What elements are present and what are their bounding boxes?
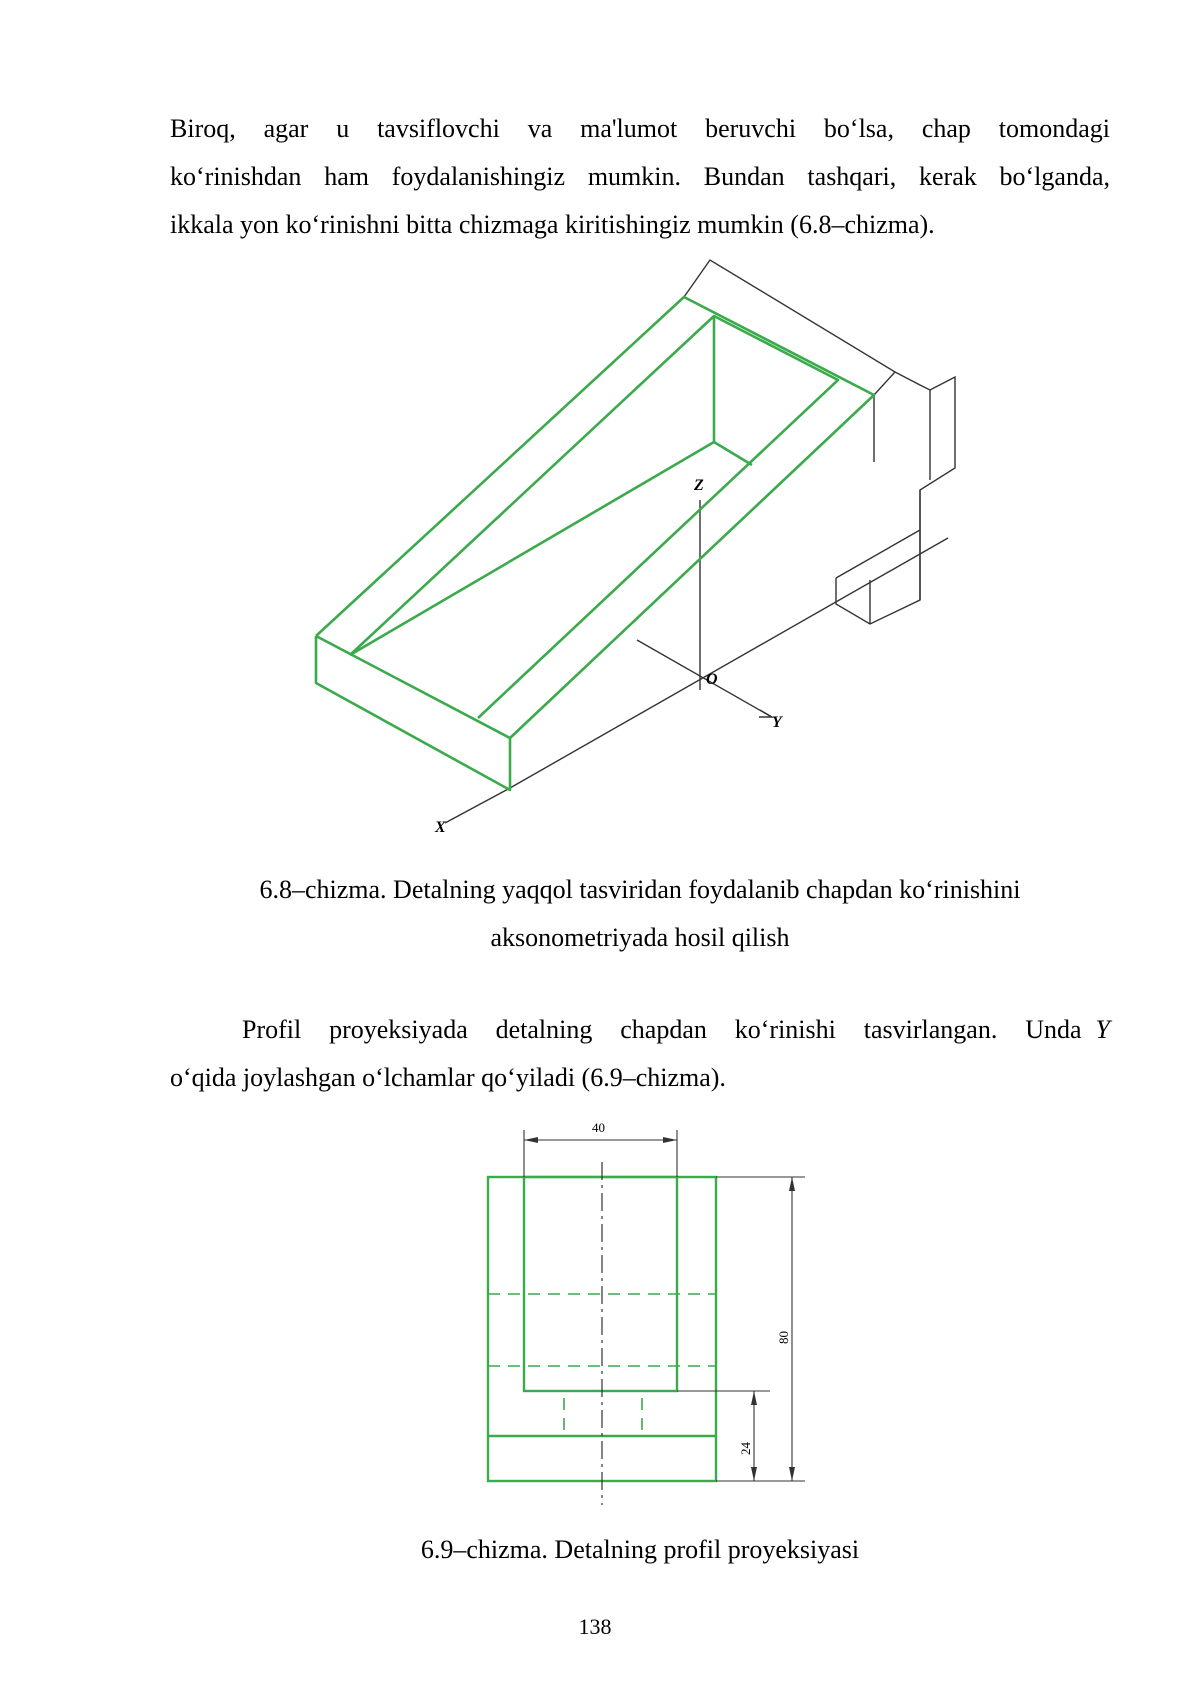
paragraph-2-line-2: o‘qida joylashgan o‘lchamlar qo‘yiladi (… [170, 1063, 726, 1092]
paragraph-1-line-2: ko‘rinishdan ham foydalanishingiz mumkin… [170, 162, 1110, 191]
paragraph-2-line-1-text: Profil proyeksiyada detalning chapdan ko… [242, 1015, 1082, 1044]
paragraph-1-line-1: Biroq, agar u tavsiflovchi va ma'lumot b… [170, 114, 1110, 143]
paragraph-2: Profil proyeksiyada detalning chapdan ko… [170, 1006, 1110, 1102]
dimension-24: 24 [738, 1442, 753, 1456]
dimension-lines [523, 1130, 805, 1482]
figure-6-8-caption-line-2: aksonometriyada hosil qilish [490, 923, 790, 952]
axis-label-y: Y [772, 714, 783, 731]
dimension-arrows [524, 1137, 795, 1481]
paragraph-1-line-3: ikkala yon ko‘rinishni bitta chizmaga ki… [170, 210, 935, 239]
axis-labels: Z O Y X [434, 477, 783, 836]
axis-label-x: X [434, 819, 446, 836]
paragraph-2-italic-y: Y [1095, 1015, 1110, 1044]
paragraph-1: Biroq, agar u tavsiflovchi va ma'lumot b… [170, 105, 1110, 249]
dimension-80: 80 [776, 1331, 791, 1344]
hidden-lines [488, 1293, 716, 1436]
figure-6-8-axonometric-drawing: Z O Y X [314, 259, 956, 836]
part-outline [444, 259, 956, 824]
paragraph-2-line-1: Profil proyeksiyada detalning chapdan ko… [170, 1006, 1110, 1054]
axis-label-z: Z [693, 477, 704, 494]
figure-6-9-caption: 6.9–chizma. Detalning profil proyeksiyas… [420, 1535, 860, 1564]
part-highlighted-edges [314, 295, 876, 792]
figure-6-8-caption-line-1: 6.8–chizma. Detalning yaqqol tasviridan … [259, 875, 1021, 904]
figure-6-8-caption: 6.8–chizma. Detalning yaqqol tasviridan … [170, 866, 1110, 962]
page-number: 138 [578, 1614, 612, 1639]
dimension-40: 40 [592, 1120, 605, 1135]
figure-6-9-profile-projection: 40 80 24 [486, 1120, 805, 1505]
axis-label-origin: O [706, 671, 718, 688]
